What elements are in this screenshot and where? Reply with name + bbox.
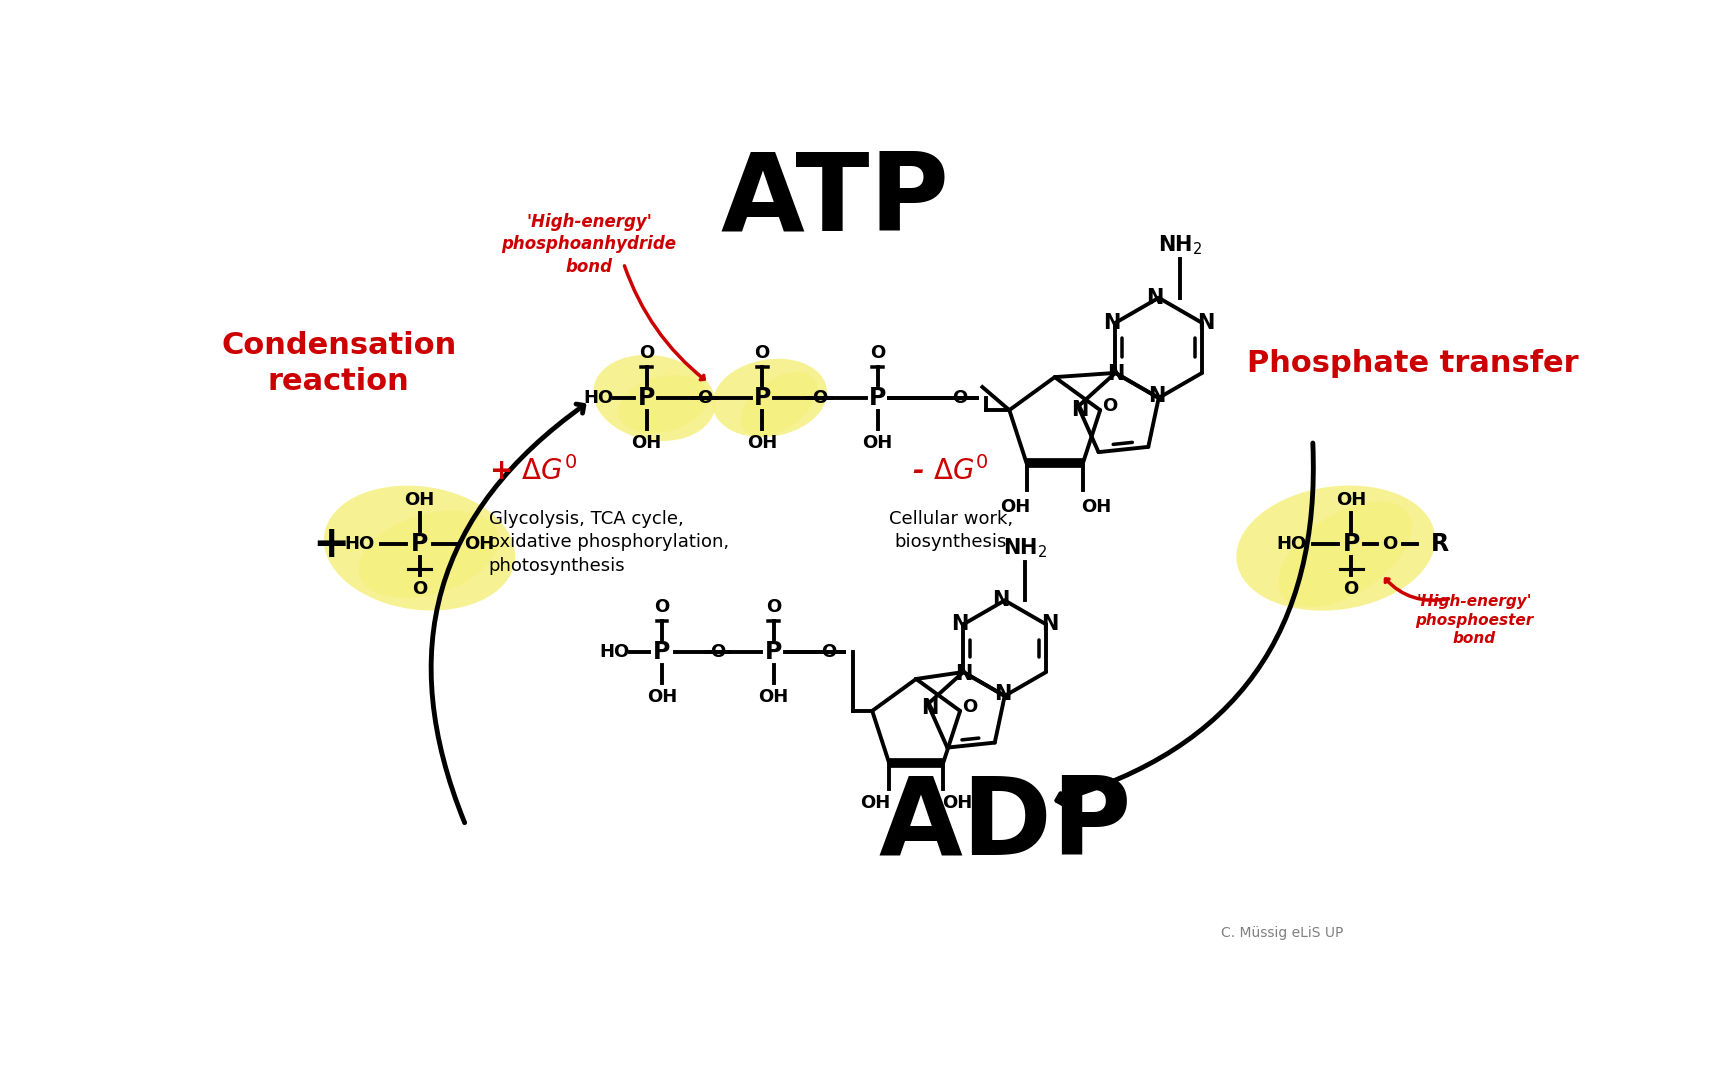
Text: OH: OH <box>1082 498 1111 517</box>
Text: OH: OH <box>759 688 789 706</box>
Text: OH: OH <box>943 794 972 811</box>
Text: N: N <box>1041 614 1058 635</box>
Text: P: P <box>753 386 771 410</box>
Text: Phosphate transfer: Phosphate transfer <box>1247 349 1579 378</box>
Text: O: O <box>654 599 669 616</box>
Text: HO: HO <box>344 535 375 553</box>
Text: N: N <box>992 590 1010 611</box>
Text: N: N <box>1197 313 1214 332</box>
Text: O: O <box>870 344 886 362</box>
Ellipse shape <box>359 510 499 598</box>
Text: P: P <box>1343 532 1361 557</box>
Text: P: P <box>765 640 783 664</box>
Text: OH: OH <box>647 688 678 706</box>
Text: O: O <box>820 643 836 661</box>
Text: OH: OH <box>860 794 891 811</box>
Text: O: O <box>1343 579 1359 598</box>
Text: N: N <box>1106 365 1125 384</box>
Text: Cellular work,
biosynthesis: Cellular work, biosynthesis <box>889 510 1013 551</box>
Text: P: P <box>869 386 886 410</box>
Text: + $\Delta G^0$: + $\Delta G^0$ <box>488 456 578 486</box>
Text: 'High-energy'
phosphoanhydride
bond: 'High-energy' phosphoanhydride bond <box>502 213 676 275</box>
Text: OH: OH <box>862 433 893 452</box>
Text: O: O <box>812 389 827 407</box>
Text: P: P <box>638 386 655 410</box>
Text: ADP: ADP <box>877 771 1132 877</box>
Text: O: O <box>411 579 427 598</box>
Text: OH: OH <box>1336 491 1366 509</box>
Text: O: O <box>1383 535 1397 553</box>
Text: OH: OH <box>999 498 1030 517</box>
Text: OH: OH <box>404 491 435 509</box>
Ellipse shape <box>741 371 817 436</box>
Text: O: O <box>1103 397 1116 415</box>
Text: O: O <box>951 389 967 407</box>
Text: P: P <box>411 532 428 557</box>
Text: O: O <box>765 599 781 616</box>
Text: O: O <box>755 344 771 362</box>
Text: OH: OH <box>631 433 662 452</box>
Text: OH: OH <box>464 535 494 553</box>
Text: N: N <box>920 697 937 718</box>
Ellipse shape <box>323 485 516 611</box>
Text: N: N <box>994 684 1011 704</box>
Text: N: N <box>955 664 972 683</box>
Text: C. Müssig eLiS UP: C. Müssig eLiS UP <box>1221 926 1343 940</box>
Text: N: N <box>951 614 968 635</box>
Text: Glycolysis, TCA cycle,
oxidative phosphorylation,
photosynthesis: Glycolysis, TCA cycle, oxidative phospho… <box>488 510 729 575</box>
Text: O: O <box>697 389 712 407</box>
Ellipse shape <box>712 358 827 438</box>
Text: Condensation
reaction: Condensation reaction <box>222 330 456 395</box>
Ellipse shape <box>619 375 709 433</box>
Ellipse shape <box>1278 501 1412 608</box>
Text: OH: OH <box>746 433 777 452</box>
Text: HO: HO <box>583 389 614 407</box>
Text: O: O <box>640 344 654 362</box>
Text: - $\Delta G^0$: - $\Delta G^0$ <box>913 456 989 486</box>
Text: HO: HO <box>1276 535 1307 553</box>
Text: N: N <box>1146 288 1163 308</box>
Ellipse shape <box>593 355 716 441</box>
Text: HO: HO <box>599 643 630 661</box>
Text: P: P <box>654 640 671 664</box>
Text: ATP: ATP <box>721 147 949 253</box>
Text: N: N <box>1072 401 1089 420</box>
Text: N: N <box>1103 313 1120 332</box>
Text: O: O <box>710 643 726 661</box>
Text: +: + <box>313 523 349 565</box>
Text: O: O <box>961 699 977 716</box>
Text: NH$_2$: NH$_2$ <box>1003 536 1047 560</box>
Text: R: R <box>1431 532 1448 557</box>
Text: NH$_2$: NH$_2$ <box>1158 234 1202 258</box>
Ellipse shape <box>1237 485 1434 611</box>
Text: N: N <box>1149 387 1166 406</box>
Text: 'High-energy'
phosphoester
bond: 'High-energy' phosphoester bond <box>1416 595 1534 647</box>
